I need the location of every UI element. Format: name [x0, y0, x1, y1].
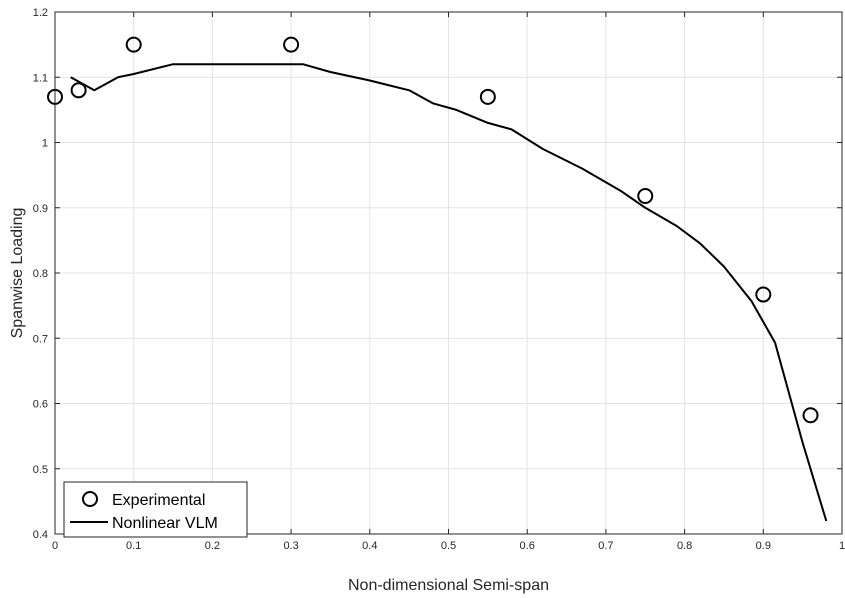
y-tick-label: 0.6: [33, 399, 48, 411]
legend-marker-experimental: [82, 491, 98, 507]
x-tick-label: 0.9: [756, 540, 771, 552]
x-axis-label: Non-dimensional Semi-span: [348, 577, 549, 594]
legend: Experimental Nonlinear VLM: [63, 481, 248, 538]
legend-label-experimental: Experimental: [112, 492, 205, 509]
x-tick-label: 0.4: [362, 540, 377, 552]
series-line-nonlinear-vlm: [70, 63, 828, 522]
legend-box: [63, 481, 248, 538]
data-point-experimental: [479, 88, 496, 105]
y-axis-label: Spanwise Loading: [9, 208, 26, 339]
data-point-experimental: [125, 36, 142, 53]
x-tick-label: 0: [52, 540, 58, 552]
x-tick-label: 1: [839, 540, 845, 552]
y-tick-label: 0.5: [33, 464, 48, 476]
x-tick-label: 0.8: [677, 540, 692, 552]
x-tick-label: 0.7: [598, 540, 613, 552]
series-experimental-points: [47, 36, 819, 424]
x-tick-label: 0.2: [205, 540, 220, 552]
data-point-experimental: [637, 188, 654, 205]
data-point-experimental: [802, 407, 819, 424]
legend-label-nonlinear-vlm: Nonlinear VLM: [112, 515, 218, 532]
y-tick-label: 1.2: [33, 7, 48, 19]
data-point-experimental: [70, 82, 87, 99]
data-point-experimental: [283, 36, 300, 53]
y-tick-label: 0.7: [33, 333, 48, 345]
y-tick-label: 0.9: [33, 203, 48, 215]
x-tick-label: 0.6: [520, 540, 535, 552]
x-tick-label: 0.3: [283, 540, 298, 552]
data-point-experimental: [755, 286, 772, 303]
tick-labels: 0 0.1 0.2 0.3 0.4 0.5 0.6 0.7 0.8 0.9 1 0.4 0.5 0.6 0.…: [33, 7, 845, 552]
x-tick-label: 0.1: [126, 540, 141, 552]
y-tick-label: 1: [42, 138, 48, 150]
y-tick-label: 0.4: [33, 529, 48, 541]
y-tick-label: 1.1: [33, 72, 48, 84]
x-tick-label: 0.5: [441, 540, 456, 552]
y-tick-label: 0.8: [33, 268, 48, 280]
plot-frame: [54, 11, 843, 535]
